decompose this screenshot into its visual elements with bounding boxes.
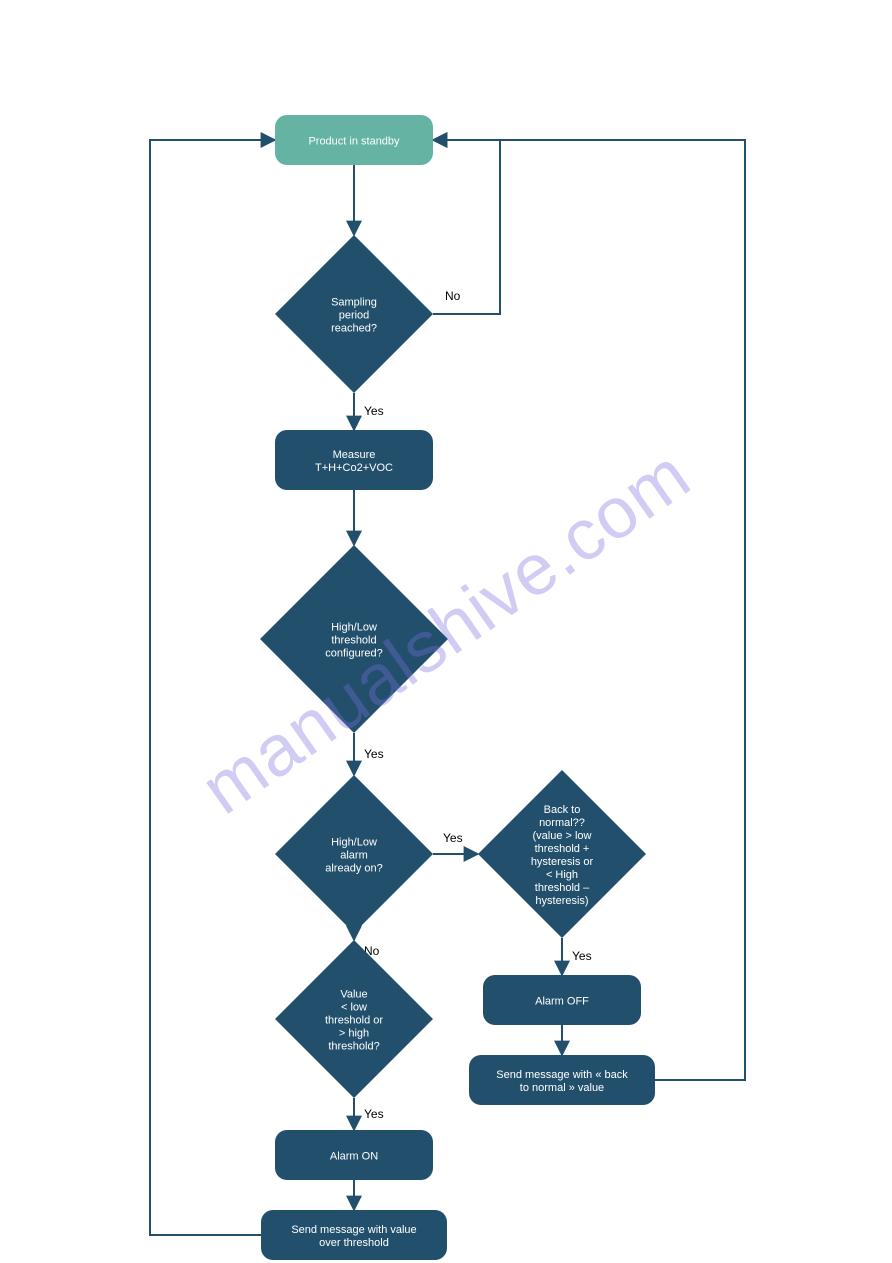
node-label: Product in standby <box>308 136 400 148</box>
node-label: Alarm OFF <box>535 996 589 1008</box>
node-label: alarm <box>340 850 368 862</box>
nodes: Product in standby Samplingperiodreached?… <box>260 115 655 1260</box>
node-label: Send message with « back <box>496 1069 628 1081</box>
node-label: to normal » value <box>520 1082 604 1094</box>
node-label: Alarm ON <box>330 1151 378 1163</box>
node-label: Value <box>340 989 367 1001</box>
node-label: already on? <box>325 863 383 875</box>
node-label: Sampling <box>331 297 377 309</box>
edge-label: No <box>445 289 461 303</box>
edge-label: Yes <box>572 949 592 963</box>
node-label: hysteresis) <box>535 895 588 907</box>
node-label: Measure <box>333 449 376 461</box>
flowchart: NoYesYesNoYesYesYesProduct in standbySam… <box>0 0 892 1263</box>
node-label: T+H+Co2+VOC <box>315 462 393 474</box>
node-label: (value > low <box>532 830 591 842</box>
node-label: over threshold <box>319 1237 389 1249</box>
node-label: reached? <box>331 323 377 335</box>
node-label: > high <box>339 1028 369 1040</box>
edge <box>433 140 500 314</box>
node-label: threshold + <box>535 843 590 855</box>
node-label: < High <box>546 869 578 881</box>
node-label: threshold or <box>325 1015 383 1027</box>
node-label: < low <box>341 1002 367 1014</box>
node-label: threshold <box>331 635 376 647</box>
node-label: normal?? <box>539 817 585 829</box>
edge <box>150 140 275 1235</box>
node-label: threshold – <box>535 882 590 894</box>
node-label: Send message with value <box>291 1224 416 1236</box>
node-label: High/Low <box>331 837 377 849</box>
edge <box>433 140 745 1080</box>
edges: NoYesYesNoYesYesYes <box>150 140 745 1235</box>
node-label: Back to <box>544 804 581 816</box>
edge-label: Yes <box>443 831 463 845</box>
edge-label: Yes <box>364 1107 384 1121</box>
node-label: threshold? <box>328 1041 379 1053</box>
node-label: hysteresis or <box>531 856 594 868</box>
node-label: period <box>339 310 370 322</box>
edge-label: Yes <box>364 404 384 418</box>
node-label: High/Low <box>331 622 377 634</box>
edge-label: Yes <box>364 747 384 761</box>
node-label: configured? <box>325 648 383 660</box>
